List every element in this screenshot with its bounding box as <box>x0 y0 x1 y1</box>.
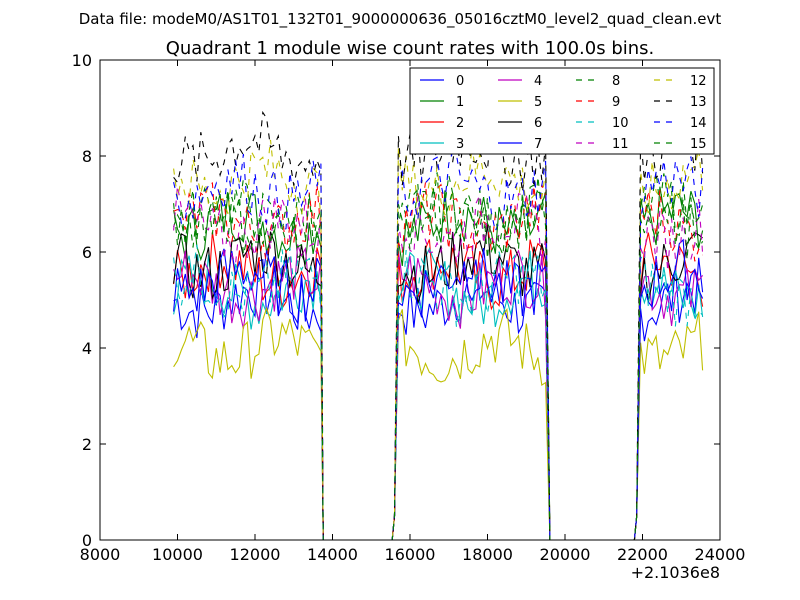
series-line-2 <box>173 231 704 541</box>
legend-label-12: 12 <box>690 74 707 89</box>
legend-label-7: 7 <box>534 137 542 152</box>
series-line-10 <box>173 244 703 541</box>
series-line-5 <box>173 306 704 541</box>
series-line-1 <box>173 186 704 541</box>
x-tick-label: 20000 <box>540 545 591 564</box>
series-line-8 <box>173 172 704 541</box>
series-line-9 <box>173 182 704 541</box>
legend-label-13: 13 <box>690 95 707 110</box>
x-tick-label: 14000 <box>307 545 358 564</box>
y-tick-label: 4 <box>82 339 92 358</box>
x-tick-label: 10000 <box>152 545 203 564</box>
legend-label-15: 15 <box>690 137 707 152</box>
y-tick-label: 10 <box>72 51 92 70</box>
legend-label-6: 6 <box>534 116 542 131</box>
legend-label-5: 5 <box>534 95 542 110</box>
y-tick-label: 6 <box>82 243 92 262</box>
series-line-14 <box>173 151 704 541</box>
legend-label-9: 9 <box>612 95 620 110</box>
series-lines <box>173 110 704 541</box>
legend-label-3: 3 <box>456 137 464 152</box>
x-tick-label: 18000 <box>462 545 513 564</box>
legend-label-0: 0 <box>456 74 464 89</box>
legend-label-4: 4 <box>534 74 542 89</box>
chart-title: Quadrant 1 module wise count rates with … <box>166 38 655 59</box>
x-tick-label: 22000 <box>617 545 668 564</box>
series-line-4 <box>173 244 704 541</box>
y-tick-label: 2 <box>82 435 92 454</box>
x-offset-label: +2.1036e8 <box>631 563 720 582</box>
data-file-label: Data file: modeM0/AS1T01_132T01_90000006… <box>79 10 722 29</box>
x-tick-label: 24000 <box>695 545 746 564</box>
series-line-13 <box>173 110 704 541</box>
y-tick-label: 0 <box>82 531 92 550</box>
legend-label-1: 1 <box>456 95 464 110</box>
series-line-12 <box>173 139 704 541</box>
legend-label-2: 2 <box>456 116 464 131</box>
y-tick-label: 8 <box>82 147 92 166</box>
legend-label-11: 11 <box>612 137 629 152</box>
x-tick-label: 8000 <box>80 545 121 564</box>
legend-box <box>409 67 715 155</box>
series-line-0 <box>173 257 704 541</box>
legend-label-14: 14 <box>690 116 707 131</box>
axis-ticks: 8000 10000 12000 14000 16000 18000 20000 22000 2… <box>72 51 746 564</box>
legend-label-8: 8 <box>612 74 620 89</box>
legend-label-10: 10 <box>612 116 629 131</box>
x-tick-label: 16000 <box>385 545 436 564</box>
series-line-15 <box>173 184 704 541</box>
x-tick-label: 12000 <box>230 545 281 564</box>
